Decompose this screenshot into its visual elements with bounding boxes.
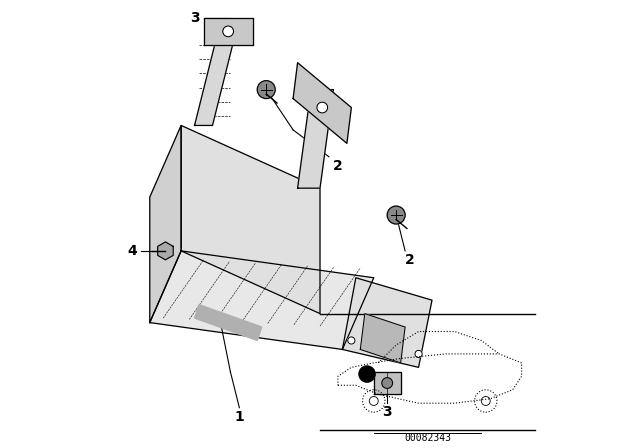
Polygon shape: [360, 314, 405, 363]
Circle shape: [387, 206, 405, 224]
Polygon shape: [298, 90, 333, 188]
Polygon shape: [181, 125, 320, 314]
Circle shape: [348, 337, 355, 344]
Polygon shape: [342, 278, 432, 367]
Circle shape: [317, 102, 328, 113]
Polygon shape: [293, 63, 351, 143]
Circle shape: [415, 350, 422, 358]
Circle shape: [359, 366, 375, 382]
Text: 1: 1: [234, 409, 244, 424]
Polygon shape: [374, 372, 401, 394]
Text: 2: 2: [333, 159, 343, 173]
Polygon shape: [195, 36, 235, 125]
Polygon shape: [195, 305, 262, 340]
Text: 4: 4: [127, 244, 137, 258]
Polygon shape: [150, 125, 181, 323]
Circle shape: [382, 378, 392, 388]
Circle shape: [223, 26, 234, 37]
Text: 3: 3: [382, 405, 392, 419]
Polygon shape: [204, 18, 253, 45]
Polygon shape: [157, 242, 173, 260]
Text: 00082343: 00082343: [404, 433, 451, 443]
Text: 3: 3: [189, 11, 200, 25]
Text: 2: 2: [404, 253, 415, 267]
Circle shape: [257, 81, 275, 99]
Polygon shape: [150, 251, 374, 349]
